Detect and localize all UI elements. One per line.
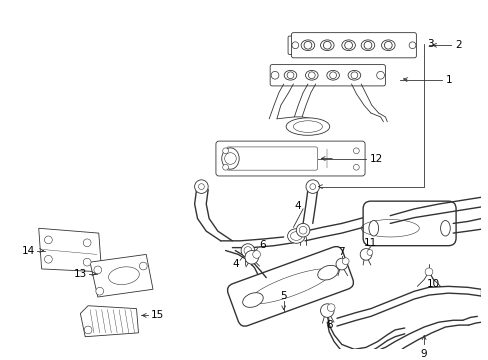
Circle shape bbox=[83, 258, 91, 266]
Ellipse shape bbox=[285, 118, 329, 135]
Text: 5: 5 bbox=[280, 291, 286, 301]
Circle shape bbox=[224, 153, 236, 165]
Circle shape bbox=[353, 148, 359, 154]
Circle shape bbox=[366, 249, 372, 255]
Text: 15: 15 bbox=[151, 310, 164, 320]
Circle shape bbox=[291, 42, 298, 49]
Circle shape bbox=[304, 41, 311, 49]
Text: 4: 4 bbox=[294, 201, 301, 211]
FancyBboxPatch shape bbox=[363, 201, 455, 246]
Circle shape bbox=[94, 266, 102, 274]
FancyBboxPatch shape bbox=[226, 147, 317, 170]
Text: 14: 14 bbox=[21, 246, 35, 256]
Circle shape bbox=[222, 165, 228, 170]
Circle shape bbox=[364, 41, 371, 49]
Text: 6: 6 bbox=[259, 240, 265, 250]
Text: 13: 13 bbox=[74, 269, 87, 279]
Circle shape bbox=[320, 304, 333, 318]
Circle shape bbox=[344, 41, 352, 49]
Circle shape bbox=[326, 304, 334, 311]
Circle shape bbox=[84, 326, 92, 334]
Ellipse shape bbox=[368, 221, 378, 236]
FancyBboxPatch shape bbox=[401, 36, 411, 54]
Text: 11: 11 bbox=[364, 238, 377, 248]
Ellipse shape bbox=[241, 244, 254, 257]
Ellipse shape bbox=[296, 224, 309, 237]
Polygon shape bbox=[90, 255, 153, 297]
Ellipse shape bbox=[221, 148, 239, 169]
Circle shape bbox=[342, 258, 348, 265]
Circle shape bbox=[305, 180, 319, 193]
Circle shape bbox=[286, 72, 293, 78]
Ellipse shape bbox=[341, 40, 355, 50]
FancyBboxPatch shape bbox=[227, 247, 353, 326]
Text: 12: 12 bbox=[369, 153, 383, 163]
Text: 4: 4 bbox=[231, 259, 238, 269]
Circle shape bbox=[424, 268, 432, 276]
Circle shape bbox=[270, 71, 278, 79]
Ellipse shape bbox=[305, 71, 318, 80]
Ellipse shape bbox=[320, 40, 333, 50]
Circle shape bbox=[44, 255, 52, 263]
Ellipse shape bbox=[347, 71, 360, 80]
Circle shape bbox=[329, 72, 336, 78]
FancyBboxPatch shape bbox=[269, 64, 385, 86]
Ellipse shape bbox=[242, 293, 263, 307]
Text: 10: 10 bbox=[427, 279, 440, 289]
Circle shape bbox=[308, 72, 315, 78]
Text: 9: 9 bbox=[420, 349, 427, 359]
Circle shape bbox=[194, 180, 208, 193]
FancyBboxPatch shape bbox=[216, 141, 365, 176]
Circle shape bbox=[323, 41, 330, 49]
Circle shape bbox=[96, 287, 103, 295]
Circle shape bbox=[360, 249, 371, 260]
Ellipse shape bbox=[361, 40, 374, 50]
Text: 1: 1 bbox=[445, 75, 451, 85]
Circle shape bbox=[198, 184, 204, 189]
Ellipse shape bbox=[301, 40, 314, 50]
Text: 8: 8 bbox=[325, 320, 332, 330]
Circle shape bbox=[408, 42, 415, 49]
Circle shape bbox=[350, 72, 357, 78]
Circle shape bbox=[376, 71, 384, 79]
Ellipse shape bbox=[440, 221, 449, 236]
Circle shape bbox=[252, 251, 260, 258]
Circle shape bbox=[44, 236, 52, 244]
Ellipse shape bbox=[287, 229, 305, 243]
Circle shape bbox=[384, 41, 391, 49]
Circle shape bbox=[335, 258, 347, 270]
Ellipse shape bbox=[284, 71, 296, 80]
Circle shape bbox=[353, 165, 359, 170]
Ellipse shape bbox=[381, 40, 394, 50]
Circle shape bbox=[244, 251, 258, 264]
FancyBboxPatch shape bbox=[287, 36, 298, 54]
Polygon shape bbox=[39, 228, 102, 272]
Ellipse shape bbox=[326, 71, 339, 80]
Text: 3: 3 bbox=[426, 39, 433, 49]
Circle shape bbox=[222, 148, 228, 154]
Text: 2: 2 bbox=[454, 40, 461, 50]
Text: 7: 7 bbox=[338, 247, 345, 257]
Ellipse shape bbox=[317, 265, 338, 280]
Circle shape bbox=[309, 184, 315, 189]
Circle shape bbox=[83, 239, 91, 247]
Polygon shape bbox=[80, 306, 138, 337]
FancyBboxPatch shape bbox=[291, 33, 416, 58]
Circle shape bbox=[139, 262, 147, 270]
